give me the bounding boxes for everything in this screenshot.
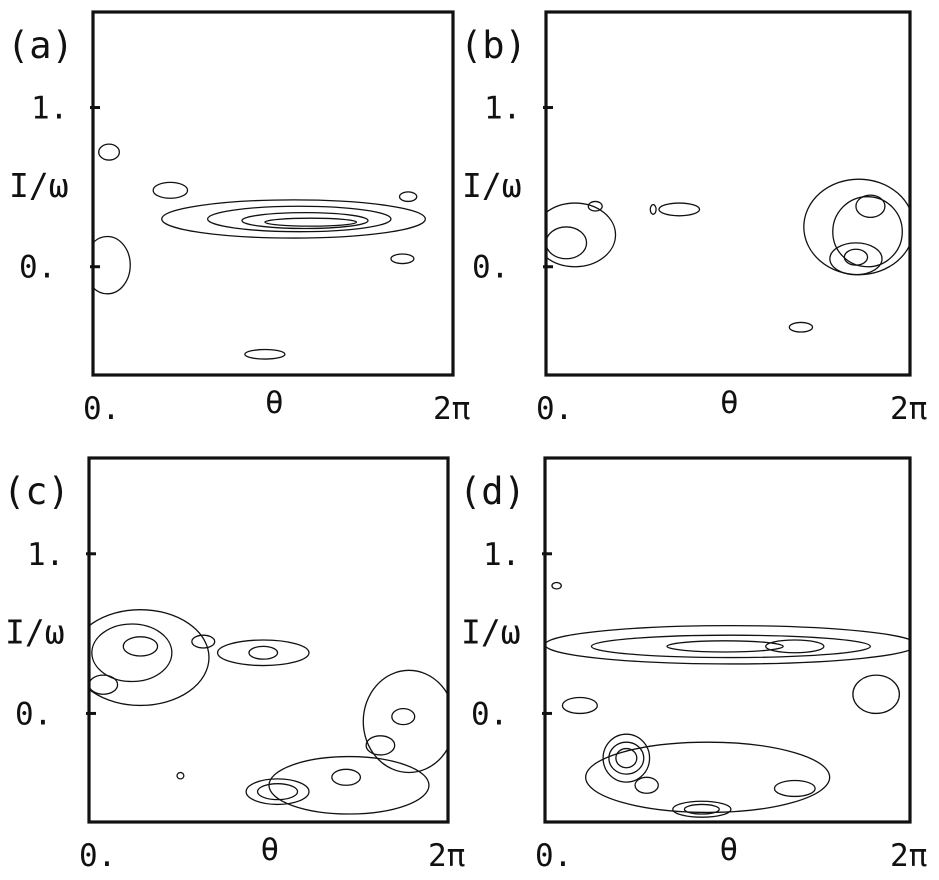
- contour-line: [855, 194, 886, 219]
- y-tick-label: 0.: [19, 250, 56, 286]
- contour-line: [765, 639, 825, 654]
- y-tick-label: 1.: [483, 537, 520, 573]
- panel-frame: [544, 10, 912, 377]
- panel-frame: [543, 456, 912, 824]
- panel-c: (c) 1. 0. I/ω 0. 2π θ: [3, 456, 465, 874]
- contour-line: [672, 800, 732, 818]
- contour-line: [788, 321, 814, 333]
- contour-line: [398, 191, 418, 203]
- contour-line: [264, 217, 358, 227]
- x-axis-label: θ: [265, 385, 284, 421]
- contour-line: [89, 674, 119, 695]
- panel-a: (a) 1. 0. I/ω 0. 2π θ: [7, 10, 470, 427]
- contour-line: [561, 696, 598, 715]
- panel-frame: [91, 10, 455, 377]
- y-tick-label: 1.: [31, 91, 68, 127]
- x-tick-label: 0.: [83, 391, 120, 427]
- contour-line: [89, 609, 210, 707]
- contour-line: [658, 202, 701, 217]
- contour-line: [649, 203, 657, 215]
- contour-line: [634, 776, 659, 794]
- y-tick-label: 0.: [15, 696, 52, 732]
- panel-d: (d) 1. 0. I/ω 0. 2π θ: [459, 456, 927, 874]
- contour-line: [93, 235, 131, 295]
- contour-line: [615, 747, 638, 769]
- contour-line: [391, 707, 416, 726]
- panel-b: (b) 1. 0. I/ω 0. 2π θ: [460, 10, 927, 427]
- x-tick-label: 0.: [536, 391, 573, 427]
- panel-label: (a): [7, 24, 74, 67]
- contour-line: [161, 199, 426, 239]
- panel-label: (d): [459, 470, 526, 513]
- contour-line: [551, 581, 562, 590]
- y-axis-label: I/ω: [9, 166, 69, 205]
- contour-line: [608, 741, 645, 775]
- contour-line: [256, 783, 299, 801]
- x-tick-label: 2π: [890, 391, 927, 427]
- x-tick-label: 2π: [433, 391, 470, 427]
- contour-line: [590, 634, 871, 659]
- contour-line: [365, 735, 396, 756]
- contour-line: [191, 634, 216, 649]
- x-axis-label: θ: [261, 832, 280, 868]
- y-axis-label: I/ω: [461, 613, 521, 652]
- x-tick-label: 2π: [428, 838, 465, 874]
- contour-line: [152, 181, 189, 199]
- y-tick-label: 1.: [484, 91, 521, 127]
- contour-line: [852, 674, 901, 715]
- panel-label: (b): [460, 24, 527, 67]
- contour-line: [268, 755, 430, 815]
- y-tick-label: 1.: [27, 537, 64, 573]
- contour-line: [829, 242, 883, 276]
- contour-line: [843, 248, 869, 266]
- contour-line: [546, 202, 617, 268]
- contour-line: [666, 640, 784, 653]
- contour-group: [89, 609, 448, 815]
- y-axis-label: I/ω: [462, 166, 522, 205]
- contour-line: [832, 196, 903, 268]
- contour-line: [587, 200, 603, 212]
- x-axis-label: θ: [720, 385, 739, 421]
- contour-group: [546, 178, 910, 333]
- y-axis-label: I/ω: [5, 613, 65, 652]
- panel-frame: [87, 456, 450, 824]
- contour-group: [93, 143, 426, 360]
- contour-line: [585, 741, 831, 814]
- contour-line: [546, 226, 588, 260]
- contour-line: [362, 669, 448, 774]
- contour-line: [390, 253, 415, 265]
- contour-line: [331, 768, 362, 786]
- x-axis-label: θ: [720, 832, 739, 868]
- contour-line: [773, 779, 816, 798]
- x-tick-label: 2π: [890, 838, 927, 874]
- contour-group: [545, 581, 910, 818]
- contour-line: [245, 778, 310, 806]
- x-tick-label: 0.: [535, 838, 572, 874]
- contour-line: [241, 211, 369, 230]
- y-tick-label: 0.: [472, 250, 509, 286]
- x-tick-label: 0.: [79, 838, 116, 874]
- contour-line: [91, 623, 173, 683]
- contour-line: [122, 636, 159, 657]
- y-tick-label: 0.: [471, 696, 508, 732]
- contour-line: [206, 205, 392, 233]
- contour-line: [244, 348, 286, 360]
- contour-line: [803, 178, 910, 276]
- contour-line: [248, 645, 279, 660]
- contour-line: [216, 639, 310, 667]
- contour-line: [602, 733, 651, 783]
- contour-line: [545, 624, 910, 665]
- contour-line: [683, 803, 720, 815]
- panel-label: (c): [3, 470, 70, 513]
- contour-line: [98, 143, 121, 161]
- contour-line: [176, 771, 185, 780]
